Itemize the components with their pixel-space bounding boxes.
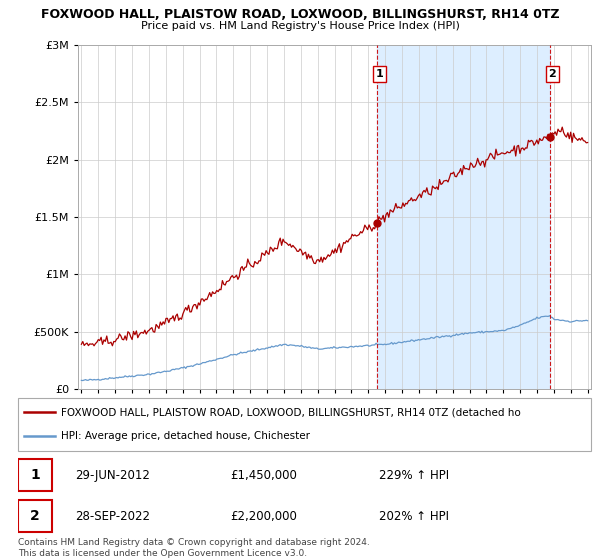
- Text: 2: 2: [548, 69, 556, 79]
- FancyBboxPatch shape: [18, 459, 52, 492]
- Text: 1: 1: [31, 468, 40, 482]
- Text: 2: 2: [31, 510, 40, 523]
- FancyBboxPatch shape: [18, 500, 52, 533]
- FancyBboxPatch shape: [18, 398, 591, 451]
- Text: 29-JUN-2012: 29-JUN-2012: [76, 469, 150, 482]
- Text: 202% ↑ HPI: 202% ↑ HPI: [379, 510, 449, 523]
- Text: £2,200,000: £2,200,000: [230, 510, 297, 523]
- Text: FOXWOOD HALL, PLAISTOW ROAD, LOXWOOD, BILLINGSHURST, RH14 0TZ (detached ho: FOXWOOD HALL, PLAISTOW ROAD, LOXWOOD, BI…: [61, 408, 521, 418]
- Text: FOXWOOD HALL, PLAISTOW ROAD, LOXWOOD, BILLINGSHURST, RH14 0TZ: FOXWOOD HALL, PLAISTOW ROAD, LOXWOOD, BI…: [41, 8, 559, 21]
- Text: 28-SEP-2022: 28-SEP-2022: [76, 510, 151, 523]
- Text: Contains HM Land Registry data © Crown copyright and database right 2024.
This d: Contains HM Land Registry data © Crown c…: [18, 538, 370, 558]
- Text: HPI: Average price, detached house, Chichester: HPI: Average price, detached house, Chic…: [61, 431, 310, 441]
- Bar: [377, 45, 550, 389]
- Text: £1,450,000: £1,450,000: [230, 469, 297, 482]
- Text: 229% ↑ HPI: 229% ↑ HPI: [379, 469, 449, 482]
- Text: Price paid vs. HM Land Registry's House Price Index (HPI): Price paid vs. HM Land Registry's House …: [140, 21, 460, 31]
- Text: 1: 1: [376, 69, 383, 79]
